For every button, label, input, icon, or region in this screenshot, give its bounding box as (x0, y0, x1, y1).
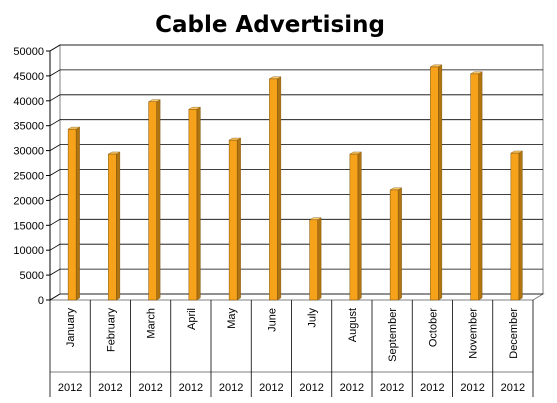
bar (469, 71, 483, 301)
x-tick-label: June (266, 308, 278, 332)
bar-front (510, 152, 520, 301)
bar (268, 76, 282, 301)
floor (48, 293, 545, 301)
bar (67, 126, 81, 301)
bar-front (269, 78, 278, 301)
y-tick-label: 50000 (13, 46, 44, 58)
bar (308, 217, 322, 301)
group-label: 2012 (219, 382, 243, 394)
y-tick-label: 25000 (13, 171, 44, 183)
bar-side (277, 76, 282, 301)
y-tick-label: 20000 (13, 195, 44, 207)
bar-side (75, 126, 80, 301)
y-tick-label: 40000 (13, 96, 44, 108)
y-tick-label: 30000 (13, 146, 44, 158)
bar (349, 151, 363, 301)
gridline (49, 193, 543, 201)
y-tick-label: 5000 (20, 270, 44, 282)
x-tick-label: February (105, 308, 117, 353)
bar (510, 150, 524, 301)
group-label: 2012 (380, 382, 404, 394)
gridline (49, 69, 543, 77)
group-label: 2012 (179, 382, 203, 394)
bar (389, 187, 403, 301)
bar-side (236, 137, 241, 301)
bar-front (349, 153, 359, 301)
y-tick-label: 10000 (13, 245, 44, 257)
group-label: 2012 (340, 382, 364, 394)
x-tick-label: July (307, 308, 319, 328)
x-tick-label: October (427, 308, 439, 347)
bar-side (156, 99, 161, 301)
bar-front (148, 101, 157, 301)
gridline (49, 268, 543, 276)
bar-side (196, 106, 201, 301)
group-label: 2012 (138, 382, 162, 394)
bar (147, 99, 161, 301)
bar-side (116, 151, 121, 301)
x-tick-label: May (226, 308, 238, 329)
x-tick-label: March (146, 308, 158, 339)
group-label: 2012 (420, 382, 444, 394)
group-label: 2012 (299, 382, 323, 394)
gridline (49, 94, 543, 102)
group-label: 2012 (98, 382, 122, 394)
x-tick-label: September (387, 308, 399, 362)
bar-front (188, 109, 198, 301)
bar (107, 151, 121, 301)
bar (228, 137, 242, 301)
group-label: 2012 (460, 382, 484, 394)
bar-side (478, 71, 483, 301)
bar-side (438, 64, 443, 301)
bar-front (67, 128, 77, 301)
bar-front (470, 73, 479, 301)
group-label: 2012 (501, 382, 525, 394)
group-label: 2012 (58, 382, 82, 394)
bar-front (228, 139, 238, 301)
x-tick-label: April (186, 308, 198, 330)
gridline (49, 218, 543, 226)
group-label: 2012 (259, 382, 283, 394)
y-tick-label: 0 (38, 295, 44, 307)
bar-front (309, 219, 318, 301)
bar (188, 106, 202, 301)
chart-title: Cable Advertising (155, 12, 385, 38)
gridline (49, 243, 543, 251)
bar-side (357, 151, 362, 301)
x-tick-label: November (468, 308, 480, 359)
y-tick-label: 15000 (13, 220, 44, 232)
y-tick-label: 45000 (13, 71, 44, 83)
gridline (49, 169, 543, 176)
gridline (49, 44, 543, 52)
y-tick-label: 35000 (13, 121, 44, 133)
gridline (49, 144, 543, 151)
x-tick-label: December (508, 308, 520, 359)
bar-side (317, 217, 322, 301)
bar (429, 64, 443, 301)
gridline (49, 119, 543, 127)
bar-front (108, 153, 117, 301)
bar-side (397, 187, 402, 301)
x-tick-label: January (65, 308, 77, 348)
bar-front (430, 66, 439, 301)
bar-front (389, 189, 399, 301)
x-tick-label: August (347, 308, 359, 342)
gridline (49, 293, 543, 301)
bar-side (518, 150, 523, 301)
